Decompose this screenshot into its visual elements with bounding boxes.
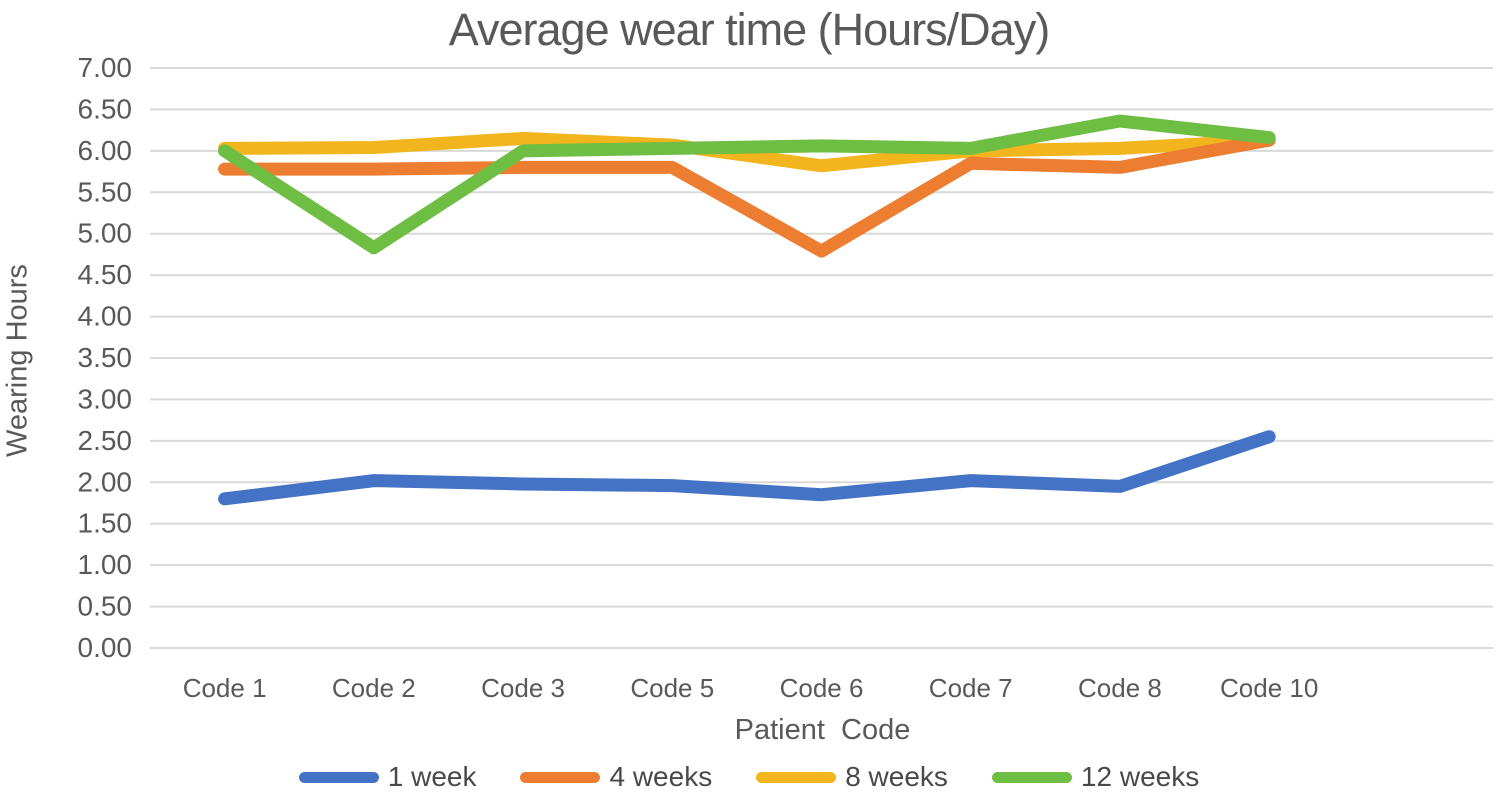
x-tick-label: Code 1 xyxy=(183,673,267,703)
series-line-4-weeks xyxy=(218,133,1276,258)
y-tick-label: 5.00 xyxy=(78,218,133,249)
legend-label: 12 weeks xyxy=(1080,761,1200,792)
chart-title: Average wear time (Hours/Day) xyxy=(448,4,1050,55)
y-tick-label: 1.50 xyxy=(78,508,133,539)
y-tick-label: 1.00 xyxy=(78,549,133,580)
legend-swatch-icon xyxy=(298,771,379,783)
legend-item-8-weeks: 8 weeks xyxy=(756,761,948,793)
y-tick-label: 7.00 xyxy=(78,52,133,83)
legend-label: 1 week xyxy=(387,761,477,792)
series-line-8-weeks xyxy=(218,131,1276,173)
y-tick-label: 3.00 xyxy=(78,383,133,414)
y-tick-label: 4.00 xyxy=(78,301,133,332)
x-tick-label: Code 3 xyxy=(481,673,565,703)
gridlines xyxy=(150,67,1493,649)
legend-label: 4 weeks xyxy=(609,761,713,792)
x-tick-label: Code 6 xyxy=(780,673,864,703)
y-axis-tick-labels: 0.00 0.50 1.00 1.50 2.00 2.50 3.00 3.50 4.00 4.50… xyxy=(78,52,133,663)
y-tick-label: 6.00 xyxy=(78,135,133,166)
legend-item-1-week: 1 week xyxy=(298,761,477,793)
y-tick-label: 2.00 xyxy=(78,466,133,497)
x-axis-tick-labels: Code 1 Code 2 Code 3 Code 5 Code 6 Code 7 Code… xyxy=(183,673,1319,703)
y-tick-label: 4.50 xyxy=(78,259,133,290)
x-tick-label: Code 5 xyxy=(630,673,714,703)
y-tick-label: 0.50 xyxy=(78,591,133,622)
series-lines xyxy=(218,114,1276,506)
x-tick-label: Code 8 xyxy=(1078,673,1162,703)
y-tick-label: 2.50 xyxy=(78,425,133,456)
legend-swatch-icon xyxy=(991,771,1072,783)
legend: 1 week 4 weeks 8 weeks 12 weeks xyxy=(0,760,1498,794)
x-tick-label: Code 10 xyxy=(1220,673,1318,703)
y-tick-label: 5.50 xyxy=(78,176,133,207)
series-line-1-week xyxy=(218,430,1276,506)
legend-swatch-icon xyxy=(756,771,837,783)
legend-item-12-weeks: 12 weeks xyxy=(991,761,1200,793)
legend-label: 8 weeks xyxy=(845,761,948,792)
x-tick-label: Code 2 xyxy=(332,673,416,703)
x-tick-label: Code 7 xyxy=(929,673,1013,703)
y-tick-label: 0.00 xyxy=(78,632,133,663)
series-line-12-weeks xyxy=(218,114,1276,255)
legend-swatch-icon xyxy=(520,771,601,783)
y-tick-label: 6.50 xyxy=(78,93,133,124)
legend-item-4-weeks: 4 weeks xyxy=(520,761,712,793)
x-axis-title: Patient Code xyxy=(734,714,911,746)
y-tick-label: 3.50 xyxy=(78,342,133,373)
